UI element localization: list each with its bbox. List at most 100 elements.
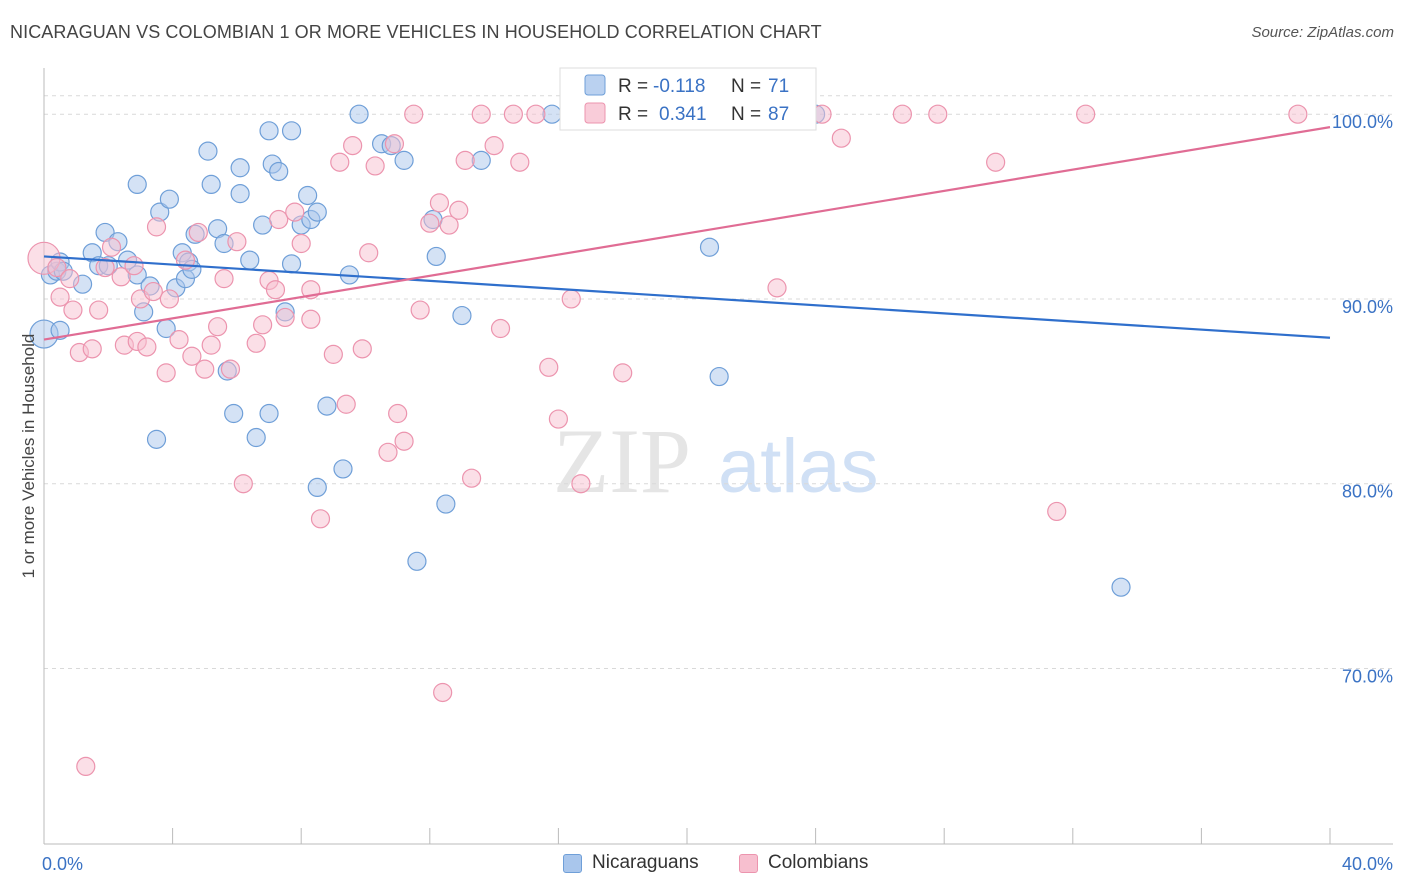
- nicaraguan-point: [269, 161, 289, 182]
- colombian-point: [420, 213, 440, 233]
- nicaraguan-point: [1111, 577, 1131, 597]
- colombian-point: [208, 317, 228, 337]
- colombian-trend-line: [43, 126, 1331, 341]
- nicaraguan-point: [159, 189, 179, 209]
- colombian-point: [394, 431, 414, 451]
- legend-swatch-colombian: [584, 102, 606, 124]
- colombian-point: [82, 339, 102, 359]
- legend-item-colombians[interactable]: Colombians: [739, 852, 868, 874]
- nicaraguan-point: [230, 158, 250, 178]
- stats-legend: R = -0.118 N = 71 R = 0.341 N = 87: [559, 67, 817, 131]
- axes: [43, 68, 1393, 845]
- colombian-point: [291, 233, 311, 254]
- colombian-point: [539, 357, 559, 377]
- tick-labels: 70.0% 80.0% 90.0% 100.0% 0.0% 40.0%: [42, 112, 1393, 874]
- colombian-point: [986, 152, 1006, 172]
- colombian-point: [561, 289, 581, 309]
- nicaraguan-point: [452, 305, 472, 326]
- legend-r-label-2: R =: [618, 104, 648, 125]
- nicaraguan-point: [246, 427, 266, 448]
- nicaraguan-point: [281, 121, 302, 141]
- nicaraguan-point: [426, 246, 446, 267]
- nicaraguan-point: [281, 254, 302, 274]
- y-axis-label: 1 or more Vehicles in Household: [19, 334, 38, 579]
- colombian-point: [410, 300, 430, 320]
- nicaraguan-point: [407, 551, 427, 571]
- nicaraguan-point: [230, 184, 250, 204]
- colombian-point: [429, 193, 450, 213]
- colombian-point: [220, 359, 241, 379]
- colombian-point: [892, 104, 913, 124]
- nicaraguan-point: [298, 185, 318, 206]
- colombian-point: [169, 330, 189, 350]
- colombian-point: [195, 359, 215, 379]
- colombian-point: [1076, 104, 1096, 124]
- colombian-point: [378, 442, 398, 462]
- y-tick-label: 90.0%: [1342, 297, 1393, 317]
- x-tick-label: 0.0%: [42, 854, 83, 874]
- colombian-point: [384, 134, 405, 154]
- legend-swatch-nicaraguan: [584, 74, 606, 96]
- colombian-point: [269, 209, 289, 230]
- nicaraguan-point: [436, 494, 456, 514]
- colombian-point: [50, 287, 70, 307]
- colombian-point: [461, 468, 482, 488]
- y-tick-label: 70.0%: [1342, 666, 1393, 686]
- legend-r-label-1: R =: [618, 76, 648, 97]
- nicaraguan-point: [471, 150, 491, 170]
- colombian-point: [490, 318, 511, 339]
- nicaraguan-point: [146, 429, 167, 449]
- colombian-point: [47, 257, 67, 278]
- nicaraguan-point: [50, 320, 70, 340]
- colombian-point: [455, 150, 475, 170]
- colombian-point: [388, 403, 408, 424]
- colombian-point: [310, 509, 331, 529]
- colombian-point: [63, 300, 83, 320]
- colombian-point: [253, 315, 273, 335]
- colombian-point: [365, 156, 385, 176]
- watermark-zip: ZIP: [553, 410, 691, 512]
- nicaraguan-point: [259, 121, 279, 141]
- legend-label-colombians: Colombians: [768, 852, 869, 873]
- colombian-point: [1047, 501, 1067, 522]
- legend-r-value-1: -0.118: [653, 76, 705, 97]
- nicaraguan-point: [253, 215, 273, 235]
- legend-item-nicaraguans[interactable]: Nicaraguans: [563, 852, 699, 874]
- colombian-point: [233, 474, 253, 494]
- colombian-point: [343, 136, 363, 156]
- legend-n-label-1: N =: [731, 76, 761, 97]
- colombian-point: [323, 344, 343, 364]
- legend-n-label-2: N =: [731, 104, 761, 125]
- colombian-point: [433, 682, 453, 703]
- colombian-point: [510, 152, 530, 172]
- nicaraguan-points: [29, 104, 1131, 597]
- watermark-atlas: atlas: [718, 424, 879, 509]
- colombian-point: [201, 335, 221, 355]
- colombian-point: [767, 278, 787, 298]
- colombian-point: [336, 394, 356, 414]
- colombian-point: [101, 237, 122, 257]
- colombian-point: [471, 104, 491, 124]
- colombian-point: [111, 267, 131, 287]
- colombian-point: [359, 243, 379, 263]
- chart-title: NICARAGUAN VS COLOMBIAN 1 OR MORE VEHICL…: [10, 22, 822, 42]
- colombian-point: [143, 281, 163, 302]
- legend-label-nicaraguans: Nicaraguans: [592, 852, 699, 873]
- colombian-point: [301, 309, 321, 329]
- colombian-point: [439, 215, 459, 235]
- nicaraguan-point: [349, 104, 369, 124]
- series-legend: Nicaraguans Colombians: [0, 852, 1406, 878]
- colombian-point: [89, 300, 109, 320]
- colombian-point: [613, 363, 633, 383]
- watermark: ZIP atlas: [553, 410, 879, 512]
- nicaraguan-point: [542, 104, 562, 124]
- nicaraguan-point: [307, 202, 327, 222]
- nicaraguan-trend-line: [43, 255, 1331, 339]
- colombian-point: [124, 256, 144, 276]
- colombian-point: [265, 280, 286, 300]
- colombian-point: [156, 363, 176, 383]
- nicaraguan-point: [201, 174, 221, 194]
- colombian-point: [95, 257, 115, 278]
- colombian-point: [159, 289, 179, 309]
